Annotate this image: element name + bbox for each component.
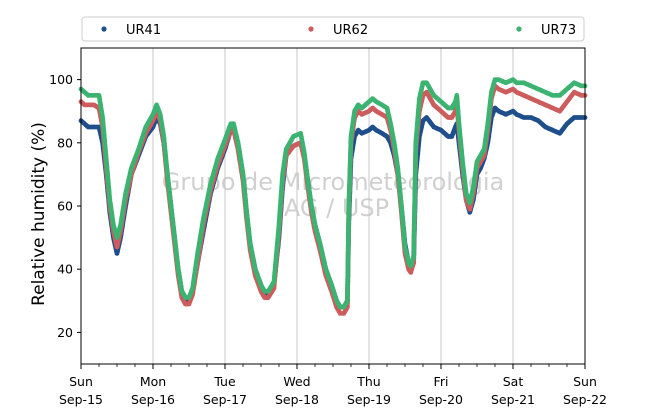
legend-marker-UR73	[516, 26, 522, 32]
x-tick-label-day-0: Sun	[69, 374, 93, 389]
legend-marker-UR41	[101, 26, 107, 32]
x-tick-label-date-7: Sep-22	[563, 392, 607, 407]
x-tick-label-date-1: Sep-16	[131, 392, 175, 407]
x-axis: Sun Sep-15 Mon Sep-16 Tue Sep-17 Wed Sep-18 Thu S…	[59, 364, 607, 407]
y-axis-label: Relative humidity (%)	[29, 122, 49, 306]
y-tick-label-20: 20	[57, 325, 73, 340]
x-tick-label-date-0: Sep-15	[59, 392, 103, 407]
y-tick-label-100: 100	[49, 72, 73, 87]
x-tick-label-day-5: Fri	[434, 374, 449, 389]
legend-label-UR62: UR62	[333, 23, 368, 38]
legend-label-UR73: UR73	[541, 23, 576, 38]
x-tick-label-day-1: Mon	[140, 374, 166, 389]
x-tick-label-date-5: Sep-20	[419, 392, 463, 407]
legend-label-UR41: UR41	[126, 23, 161, 38]
x-tick-label-day-4: Thu	[356, 374, 380, 389]
x-tick-label-day-6: Sat	[503, 374, 524, 389]
x-tick-label-day-3: Wed	[283, 374, 310, 389]
watermark-line-2: IAG / USP	[277, 194, 389, 222]
x-tick-label-day-2: Tue	[213, 374, 236, 389]
x-tick-label-date-2: Sep-17	[203, 392, 247, 407]
y-axis: 20 40 60 80 100	[49, 72, 81, 340]
y-tick-label-40: 40	[57, 262, 73, 277]
x-tick-label-date-4: Sep-19	[347, 392, 391, 407]
y-tick-label-80: 80	[57, 135, 73, 150]
data-series	[78, 77, 588, 316]
legend-box	[81, 16, 585, 42]
y-tick-label-60: 60	[57, 199, 73, 214]
legend-marker-UR62	[308, 26, 314, 32]
x-tick-label-day-7: Sun	[573, 374, 597, 389]
series-UR73	[78, 77, 588, 310]
legend: UR41 UR62 UR73	[81, 16, 585, 42]
x-tick-label-date-6: Sep-21	[491, 392, 535, 407]
x-tick-label-date-3: Sep-18	[275, 392, 319, 407]
